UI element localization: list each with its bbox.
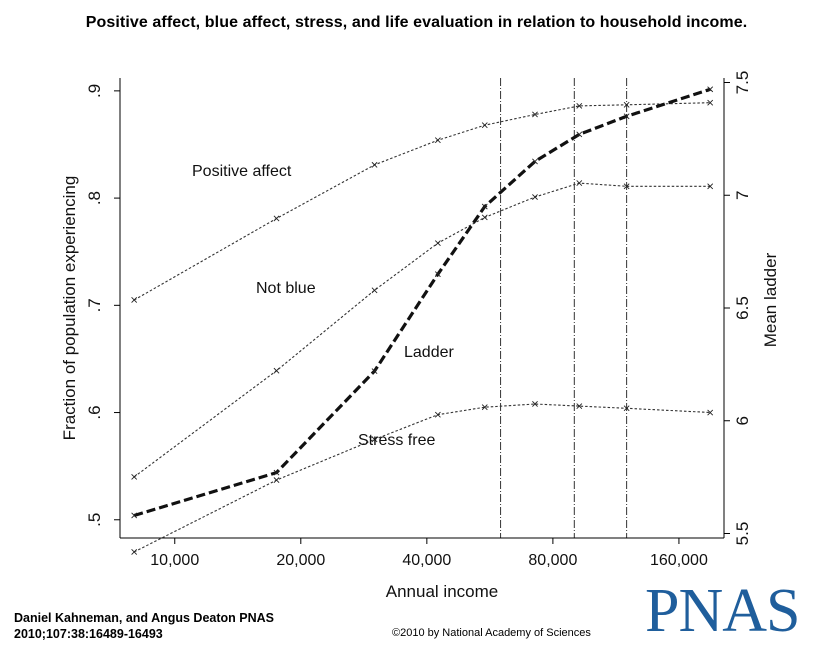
y-left-axis-label: Fraction of population experiencing — [60, 176, 79, 441]
data-point-not-blue — [131, 473, 138, 480]
series-annotation: Not blue — [256, 280, 316, 297]
series-annotation: Positive affect — [192, 163, 292, 180]
x-tick-label: 20,000 — [276, 552, 325, 569]
citation: Daniel Kahneman, and Angus Deaton PNAS 2… — [14, 610, 274, 642]
axes: 10,000 20,000 40,000 80,000 160,000 Annual in… — [60, 71, 780, 601]
data-point-ladder — [371, 368, 378, 375]
data-point-positive-affect — [707, 99, 714, 106]
data-point-stress-free — [576, 403, 583, 410]
pnas-logo: PNAS — [645, 577, 801, 645]
data-point-ladder — [576, 131, 583, 138]
data-point-positive-affect — [576, 102, 583, 109]
y-right-tick-label: 6.5 — [733, 296, 752, 320]
data-point-ladder — [707, 86, 714, 93]
data-point-positive-affect — [131, 297, 138, 303]
y-right-tick-label: 7.5 — [733, 71, 752, 95]
x-tick-label: 40,000 — [402, 552, 451, 569]
citation-line-2: 2010;107:38:16489-16493 — [14, 627, 163, 641]
x-tick-label: 10,000 — [150, 552, 199, 569]
data-point-not-blue — [371, 287, 378, 294]
labels: Positive affect Not blue Ladder Stress free — [192, 163, 454, 449]
data-point-not-blue — [434, 240, 441, 247]
series-line-ladder — [133, 87, 711, 518]
data-point-stress-free — [434, 411, 441, 418]
figure-title: Positive affect, blue affect, stress, an… — [85, 14, 748, 31]
data-point-positive-affect — [481, 122, 488, 129]
data-point-positive-affect — [532, 111, 538, 118]
data-point-positive-affect — [371, 161, 378, 168]
data-point-not-blue — [623, 183, 630, 190]
data-point-ladder — [131, 512, 138, 519]
citation-line-1: Daniel Kahneman, and Angus Deaton PNAS — [14, 611, 274, 625]
data-point-stress-free — [532, 401, 538, 407]
series-line-stress-free — [133, 403, 711, 553]
copyright-notice: ©2010 by National Academy of Sciences — [392, 627, 591, 639]
data-point-stress-free — [273, 477, 280, 484]
data-point-positive-affect — [434, 137, 441, 144]
data-point-stress-free — [623, 405, 630, 412]
data-point-stress-free — [707, 409, 714, 416]
y-right-axis-label: Mean ladder — [761, 252, 780, 347]
y-left-tick-label: .5 — [85, 513, 104, 527]
data-point-not-blue — [576, 180, 583, 187]
series-line-positive-affect — [133, 102, 711, 301]
data-point-stress-free — [131, 549, 138, 555]
y-left-tick-label: .9 — [85, 84, 104, 98]
reference-lines — [500, 78, 628, 538]
y-right-tick-label: 6 — [733, 416, 752, 425]
data-point-not-blue — [481, 214, 488, 221]
x-tick-label: 80,000 — [528, 552, 577, 569]
data-point-not-blue — [707, 183, 714, 190]
y-right-tick-label: 7 — [733, 191, 752, 200]
data-point-ladder — [623, 113, 630, 120]
data-point-stress-free — [481, 404, 488, 411]
data-point-positive-affect — [623, 101, 630, 108]
y-left-tick-label: .8 — [85, 191, 104, 205]
data-point-ladder — [434, 271, 441, 278]
series — [131, 86, 714, 555]
data-point-ladder — [273, 469, 280, 476]
data-point-not-blue — [273, 367, 280, 374]
series-annotation: Ladder — [404, 344, 454, 361]
data-point-ladder — [532, 158, 538, 165]
data-point-not-blue — [532, 194, 538, 200]
y-left-tick-label: .7 — [85, 298, 104, 312]
data-point-positive-affect — [273, 215, 280, 222]
y-left-tick-label: .6 — [85, 405, 104, 419]
data-point-ladder — [481, 203, 488, 210]
x-tick-label: 160,000 — [650, 552, 708, 569]
y-right-tick-label: 5.5 — [733, 522, 752, 546]
data-point-stress-free — [371, 436, 378, 443]
x-axis-label: Annual income — [386, 582, 498, 601]
series-annotation: Stress free — [358, 432, 435, 449]
